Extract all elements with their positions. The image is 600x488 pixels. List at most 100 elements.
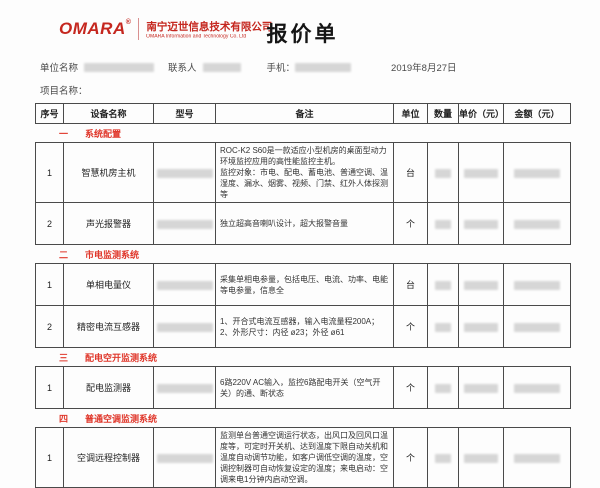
cell-unit-price [458, 263, 504, 307]
redacted-unit-price [464, 383, 498, 393]
col-remark: 备注 [215, 103, 394, 124]
section-number: 一 [59, 129, 69, 139]
section-table: 1 智慧机房主机 ROC-K2 S60是一款适应小型机房的桌面型动力环境监控应用的高… [35, 141, 571, 246]
cell-amount [503, 141, 571, 204]
phone-label: 手机： [266, 63, 296, 74]
company-name-block: 南宁迈世信息技术有限公司 OMARA Information and Techn… [146, 19, 272, 40]
redacted-amount [514, 322, 560, 332]
redacted-unit-price [464, 168, 498, 178]
section-number: 三 [59, 353, 69, 364]
cell-index: 1 [35, 263, 64, 307]
cell-model [153, 305, 216, 349]
table-header-row: 序号 设备名称 型号 备注 单位 数量 单价（元） 金额（元） [35, 103, 571, 124]
cell-unit-price [458, 427, 504, 488]
section-title: 三 配电空开监测系统 [35, 348, 570, 366]
redacted-model [156, 322, 213, 332]
redacted-model [156, 453, 213, 463]
redacted-company-name [84, 62, 155, 72]
cell-model [153, 141, 216, 204]
col-quantity: 数量 [427, 103, 459, 124]
table-row: 1 单相电量仪 采集单相电参量，包括电压、电流、功率、电能等电参量，信息全台 [35, 263, 571, 307]
cell-unit: 个 [393, 427, 428, 488]
redacted-amount [514, 383, 560, 393]
cell-quantity [427, 366, 459, 410]
cell-unit: 个 [393, 202, 428, 246]
col-device-name: 设备名称 [63, 103, 154, 124]
section-label: 普通空调监测系统 [85, 414, 158, 425]
section-label: 市电监测系统 [85, 250, 140, 261]
cell-unit: 台 [393, 141, 428, 204]
cell-amount [503, 427, 571, 488]
cell-index: 1 [35, 427, 64, 488]
section-table: 1 配电监测器 6路220V AC输入，监控6路配电开关（空气开关）的通、断状态个 [35, 366, 571, 410]
project-label: 项目名称： [40, 86, 88, 97]
redacted-model [156, 168, 213, 178]
section-table: 1 空调远程控制器 监测单台普通空调运行状态，出风口及回风口温度等，可定时开关机、达… [35, 427, 571, 488]
cell-remark: ROC-K2 S60是一款适应小型机房的桌面型动力环境监控应用的高性能监控主机。… [215, 141, 394, 204]
quote-date: 2019年8月27日 [391, 63, 457, 74]
section-title: 四 普通空调监测系统 [35, 409, 570, 427]
cell-device-name: 声光报警器 [63, 202, 154, 246]
cell-remark: 采集单相电参量，包括电压、电流、功率、电能等电参量，信息全 [215, 263, 394, 307]
cell-remark: 6路220V AC输入，监控6路配电开关（空气开关）的通、断状态 [215, 366, 394, 410]
cell-device-name: 单相电量仪 [63, 263, 154, 307]
cell-unit-price [458, 366, 504, 410]
contact-label: 联系人 [168, 63, 197, 74]
table-sections: 一系统配置 1 智慧机房主机 ROC-K2 S60是一款适应小型机房的桌面型动力环境监… [35, 124, 571, 488]
cell-unit: 台 [393, 263, 428, 307]
cell-amount [503, 366, 571, 410]
col-unit: 单位 [393, 103, 428, 124]
document-header: OMARA® 南宁迈世信息技术有限公司 OMARA Information an… [35, 18, 570, 54]
redacted-quantity [435, 383, 451, 393]
redacted-unit-price [464, 453, 498, 463]
cell-quantity [427, 263, 459, 307]
redacted-quantity [435, 322, 451, 332]
cell-device-name: 智慧机房主机 [63, 141, 154, 204]
section-label: 系统配置 [85, 129, 122, 139]
col-amount: 金额（元） [503, 103, 571, 124]
redacted-model [156, 280, 213, 290]
table-row: 2 精密电流互感器 1、开合式电流互感器，输入电流量程200A； 2、外形尺寸：内径… [35, 305, 571, 349]
cell-model [153, 202, 216, 246]
cell-quantity [427, 427, 459, 488]
col-index: 序号 [35, 103, 64, 124]
cell-model [153, 366, 216, 410]
project-row: 项目名称： [40, 83, 570, 97]
redacted-amount [514, 280, 560, 290]
redacted-quantity [435, 453, 451, 463]
redacted-amount [514, 168, 560, 178]
logo-divider [138, 18, 140, 40]
redacted-quantity [435, 280, 451, 290]
cell-model [153, 427, 216, 488]
table-row: 1 智慧机房主机 ROC-K2 S60是一款适应小型机房的桌面型动力环境监控应用的高… [35, 141, 571, 204]
cell-index: 2 [35, 305, 64, 349]
registered-mark: ® [125, 19, 132, 26]
section-number: 四 [59, 414, 69, 425]
cell-remark: 独立超高音喇叭设计，超大报警音量 [215, 202, 394, 246]
redacted-amount [514, 453, 560, 463]
redacted-unit-price [464, 219, 498, 229]
cell-device-name: 精密电流互感器 [63, 305, 154, 349]
cell-index: 1 [35, 141, 64, 204]
cell-amount [503, 202, 571, 246]
omara-logo: OMARA® [59, 19, 132, 38]
redacted-model [156, 219, 213, 229]
cell-quantity [427, 141, 459, 204]
cell-device-name: 空调远程控制器 [63, 427, 154, 488]
redacted-unit-price [464, 322, 498, 332]
redacted-quantity [435, 219, 451, 229]
company-name-cn: 南宁迈世信息技术有限公司 [146, 20, 273, 33]
cell-index: 1 [35, 366, 64, 410]
cell-amount [503, 263, 571, 307]
cell-unit-price [458, 202, 504, 246]
info-row: 单位名称 联系人 手机： 2019年8月27日 [40, 58, 570, 76]
cell-quantity [427, 202, 459, 246]
section-table: 1 单相电量仪 采集单相电参量，包括电压、电流、功率、电能等电参量，信息全台 2 精密电… [35, 263, 571, 349]
cell-remark: 1、开合式电流互感器，输入电流量程200A； 2、外形尺寸：内径 ø23；外径 … [215, 305, 394, 349]
redacted-contact-name [202, 62, 241, 72]
redacted-unit-price [464, 280, 498, 290]
company-logo: OMARA® 南宁迈世信息技术有限公司 OMARA Information an… [59, 18, 570, 40]
cell-remark: 监测单台普通空调运行状态，出风口及回风口温度等，可定时开关机、达到温度下限自动关… [215, 427, 394, 488]
col-model: 型号 [153, 103, 216, 124]
cell-unit-price [458, 141, 504, 204]
